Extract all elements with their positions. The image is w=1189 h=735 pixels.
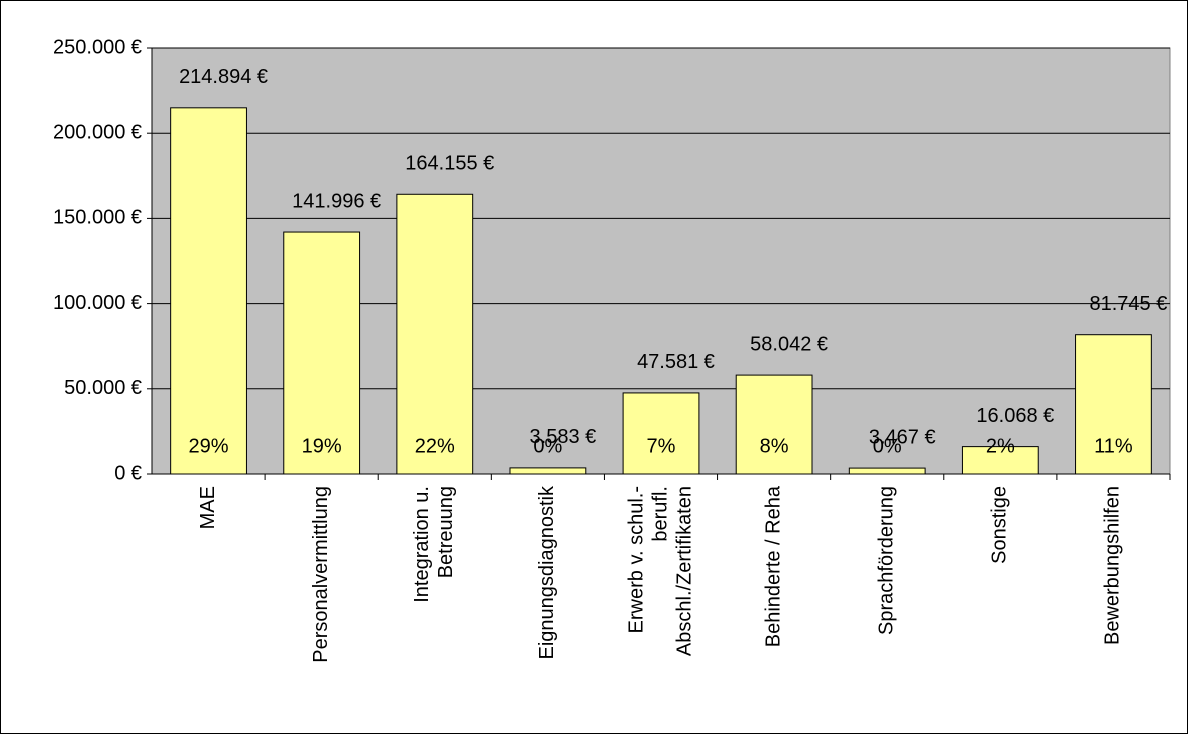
bar [170,107,247,475]
percent-label: 7% [647,435,676,457]
value-label: 141.996 € [292,190,381,212]
value-label: 81.745 € [1090,293,1168,315]
x-tick-label: Bewerbungshilfen [1102,486,1124,645]
percent-label: 19% [302,435,342,457]
percent-label: 2% [986,435,1015,457]
percent-label: 11% [1094,435,1133,457]
bar [735,374,813,475]
x-tick-label: Erwerb v. schul.- [625,486,647,633]
y-tick-label: 100.000 € [53,292,142,314]
bar [283,231,361,475]
value-label: 164.155 € [405,153,494,175]
y-tick-label: 50.000 € [64,377,142,399]
value-label: 3.467 € [869,426,936,448]
x-tick-label: Integration u. [411,486,433,603]
percent-label: 8% [760,435,789,457]
y-tick-label: 250.000 € [53,36,142,58]
x-tick-label: Abschl./Zertifikaten [673,486,695,656]
bar [1075,334,1152,475]
value-label: 214.894 € [179,66,268,88]
x-tick-label: Sprachförderung [876,486,898,635]
y-tick-label: 0 € [114,462,142,484]
bar [848,467,926,475]
value-label: 58.042 € [750,333,828,355]
y-tick-label: 200.000 € [53,121,142,143]
x-tick-label: MAE [197,486,219,529]
percent-label: 0% [533,435,562,457]
x-tick-label: Sonstige [989,486,1011,564]
y-tick-label: 150.000 € [53,207,142,229]
x-tick-label: berufl. [649,486,671,542]
percent-label: 29% [189,435,229,457]
value-label: 3.583 € [530,426,597,448]
bar [396,193,474,475]
value-label: 16.068 € [976,405,1054,427]
bar [961,446,1039,475]
bar [622,392,700,475]
x-tick-label: Betreuung [435,486,457,578]
bar [509,467,587,475]
value-label: 47.581 € [637,351,715,373]
x-tick-label: Personalvermittlung [310,486,332,663]
x-tick-label: Behinderte / Reha [762,485,784,647]
percent-label: 22% [415,435,455,457]
percent-label: 0% [873,435,902,457]
x-tick-label: Eignungsdiagnostik [536,485,558,659]
